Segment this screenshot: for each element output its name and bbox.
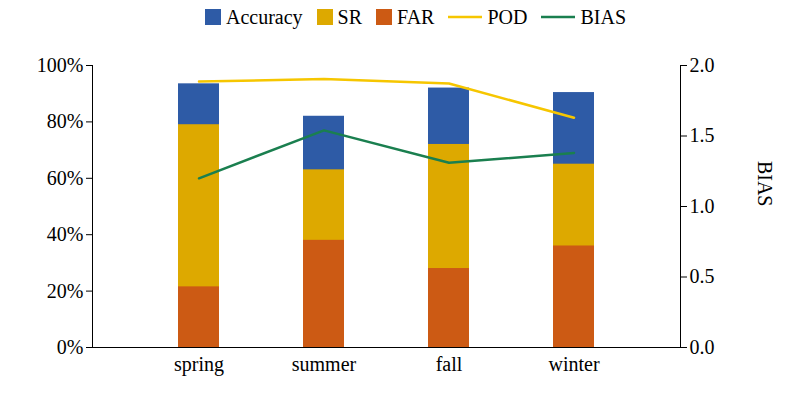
svg-text:80%: 80% [47,110,84,132]
html-text:Accuracy: Accuracy [225,5,303,28]
html-text:POD: POD [487,5,528,28]
svg-text:0.0: 0.0 [690,336,715,358]
svg-text:60%: 60% [47,167,84,189]
svg-text:40%: 40% [47,223,84,245]
svg-text:100%: 100% [37,54,84,76]
svg-text:2.0: 2.0 [690,54,715,76]
html-text:SR: SR [337,5,362,28]
svg-text:spring: spring [174,353,224,376]
svg-text:20%: 20% [47,280,84,302]
html-text:FAR: FAR [397,5,435,28]
svg-text:0.5: 0.5 [690,265,715,287]
svg-text:summer: summer [292,353,357,375]
svg-text:1.5: 1.5 [690,124,715,146]
html-text:BIAS: BIAS [580,5,626,28]
svg-text:BIAS: BIAS [754,161,776,207]
svg-text:winter: winter [548,353,599,375]
svg-text:1.0: 1.0 [690,195,715,217]
svg-text:fall: fall [436,353,463,375]
svg-text:0%: 0% [57,336,84,358]
